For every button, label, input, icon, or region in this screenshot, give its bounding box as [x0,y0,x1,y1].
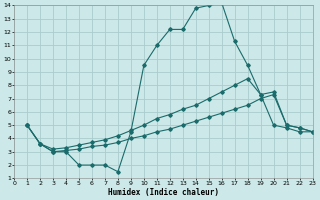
X-axis label: Humidex (Indice chaleur): Humidex (Indice chaleur) [108,188,219,197]
